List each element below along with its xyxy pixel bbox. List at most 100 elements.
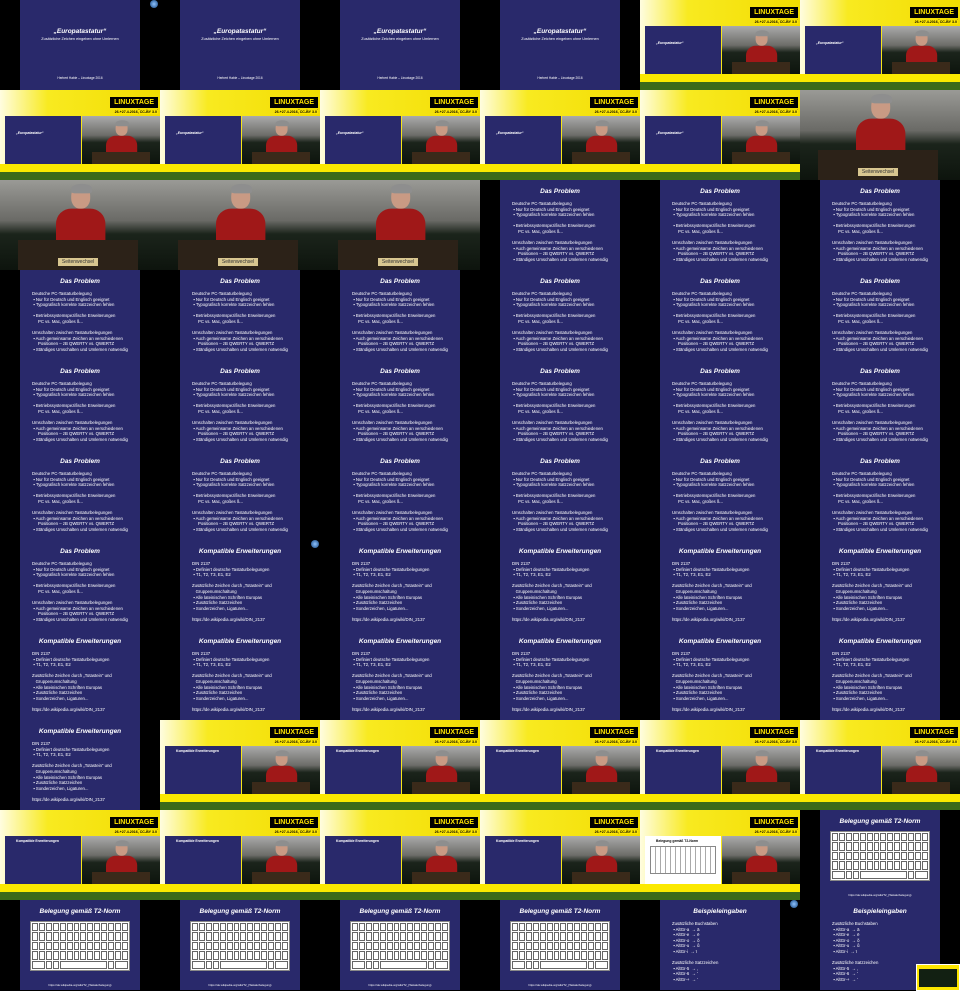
- slide-heading: Das Problem: [700, 188, 740, 195]
- thumbnail-compat[interactable]: Kompatible Erweiterungen DIN 2137 ▪ Defin…: [160, 540, 320, 630]
- thumbnail-stream-compat[interactable]: Kompatible ErweiterungenLINUXTAGEwww.lin…: [480, 810, 640, 900]
- thumbnail-compat[interactable]: Kompatible Erweiterungen DIN 2137 ▪ Defin…: [480, 630, 640, 720]
- thumbnail-compat[interactable]: Kompatible Erweiterungen DIN 2137 ▪ Defin…: [320, 630, 480, 720]
- slide-heading: Das Problem: [60, 458, 100, 465]
- slide-compat: Kompatible Erweiterungen DIN 2137 ▪ Defin…: [500, 540, 620, 630]
- event-logo: LINUXTAGE: [590, 97, 638, 108]
- slide-body: DIN 2137 ▪ Definiert deutsche Tastaturbe…: [832, 651, 912, 712]
- thumbnail-problem[interactable]: Das Problem Deutsche PC-Tastaturbelegung …: [640, 360, 800, 450]
- slide-body: Deutsche PC-Tastaturbelegung ▪ Nur für D…: [32, 381, 128, 442]
- event-logo: LINUXTAGE: [430, 97, 478, 108]
- thumbnail-stream-title[interactable]: „Europatastatur“LINUXTAGEwww.linuxtage.a…: [160, 90, 320, 180]
- thumbnail-problem[interactable]: Das Problem Deutsche PC-Tastaturbelegung …: [640, 450, 800, 540]
- thumbnail-problem[interactable]: Das Problem Deutsche PC-Tastaturbelegung …: [480, 450, 640, 540]
- thumbnail-problem[interactable]: Das Problem Deutsche PC-Tastaturbelegung …: [480, 270, 640, 360]
- thumbnail-stream-compat[interactable]: Kompatible ErweiterungenLINUXTAGEwww.lin…: [800, 720, 960, 810]
- slide-footer: Herbert Hable – Linuxtage 2016: [377, 76, 423, 80]
- thumbnail-title[interactable]: „Europatastatur“ Zusätzliche Zeichen eing…: [320, 0, 480, 90]
- thumbnail-title[interactable]: „Europatastatur“ Zusätzliche Zeichen eing…: [480, 0, 640, 90]
- thumbnail-examples[interactable]: Beispieleingaben Zusätzliche Buchstaben ▪…: [640, 900, 800, 990]
- thumbnail-problem[interactable]: Das Problem Deutsche PC-Tastaturbelegung …: [0, 360, 160, 450]
- thumbnail-compat[interactable]: Kompatible Erweiterungen DIN 2137 ▪ Defin…: [480, 540, 640, 630]
- camera-feed: [242, 116, 320, 164]
- thumbnail-compat[interactable]: Kompatible Erweiterungen DIN 2137 ▪ Defin…: [0, 720, 160, 810]
- thumbnail-stream-compat[interactable]: Kompatible ErweiterungenLINUXTAGEwww.lin…: [320, 720, 480, 810]
- thumbnail-stream-compat[interactable]: Kompatible ErweiterungenLINUXTAGEwww.lin…: [160, 720, 320, 810]
- thumbnail-stream-compat[interactable]: Kompatible ErweiterungenLINUXTAGEwww.lin…: [640, 720, 800, 810]
- thumbnail-stream-title[interactable]: „Europatastatur“LINUXTAGEwww.linuxtage.a…: [640, 0, 800, 90]
- thumbnail-cam[interactable]: Seitenwechsel: [800, 90, 960, 180]
- thumbnail-problem[interactable]: Das Problem Deutsche PC-Tastaturbelegung …: [800, 270, 960, 360]
- thumbnail-stream-title[interactable]: „Europatastatur“LINUXTAGEwww.linuxtage.a…: [800, 0, 960, 90]
- event-date: 26.+27.4.2016, CC-BY 3.0: [433, 740, 478, 744]
- thumbnail-compat[interactable]: Kompatible Erweiterungen DIN 2137 ▪ Defin…: [640, 630, 800, 720]
- thumbnail-t2[interactable]: Belegung gemäß T2-Norm https://de.wikiped…: [480, 900, 640, 990]
- slide-body: Deutsche PC-Tastaturbelegung ▪ Nur für D…: [192, 381, 288, 442]
- thumbnail-problem[interactable]: Das Problem Deutsche PC-Tastaturbelegung …: [640, 180, 800, 270]
- thumbnail-stream-t2[interactable]: Belegung gemäß T2-NormLINUXTAGEwww.linux…: [640, 810, 800, 900]
- thumbnail-problem[interactable]: Das Problem Deutsche PC-Tastaturbelegung …: [320, 360, 480, 450]
- thumbnail-problem[interactable]: Das Problem Deutsche PC-Tastaturbelegung …: [640, 270, 800, 360]
- thumbnail-problem[interactable]: Das Problem Deutsche PC-Tastaturbelegung …: [0, 540, 160, 630]
- slide-preview: Kompatible Erweiterungen: [485, 746, 561, 794]
- slide-problem: Das Problem Deutsche PC-Tastaturbelegung …: [820, 180, 940, 270]
- thumbnail-stream-title[interactable]: „Europatastatur“LINUXTAGEwww.linuxtage.a…: [480, 90, 640, 180]
- thumbnail-problem[interactable]: Das Problem Deutsche PC-Tastaturbelegung …: [160, 270, 320, 360]
- thumbnail-problem[interactable]: Das Problem Deutsche PC-Tastaturbelegung …: [160, 360, 320, 450]
- camera-feed: [722, 746, 800, 794]
- slide-footer: Herbert Hable – Linuxtage 2016: [537, 76, 583, 80]
- thumbnail-problem[interactable]: Das Problem Deutsche PC-Tastaturbelegung …: [0, 450, 160, 540]
- thumbnail-compat[interactable]: Kompatible Erweiterungen DIN 2137 ▪ Defin…: [320, 540, 480, 630]
- thumbnail-problem[interactable]: Das Problem Deutsche PC-Tastaturbelegung …: [320, 270, 480, 360]
- thumbnail-cam[interactable]: Seitenwechsel: [0, 180, 160, 270]
- slide-problem: Das Problem Deutsche PC-Tastaturbelegung …: [660, 450, 780, 540]
- slide-t2: Belegung gemäß T2-Norm https://de.wikiped…: [820, 810, 940, 900]
- thumbnail-stream-title[interactable]: „Europatastatur“LINUXTAGEwww.linuxtage.a…: [320, 90, 480, 180]
- thumbnail-title[interactable]: „Europatastatur“ Zusätzliche Zeichen eing…: [160, 0, 320, 90]
- slide-heading: Belegung gemäß T2-Norm: [359, 908, 441, 915]
- thumbnail-compat[interactable]: Kompatible Erweiterungen DIN 2137 ▪ Defin…: [800, 630, 960, 720]
- thumbnail-stream-compat[interactable]: Kompatible ErweiterungenLINUXTAGEwww.lin…: [480, 720, 640, 810]
- event-date: 26.+27.4.2016, CC-BY 3.0: [273, 110, 318, 114]
- thumbnail-problem[interactable]: Das Problem Deutsche PC-Tastaturbelegung …: [0, 270, 160, 360]
- thumbnail-problem[interactable]: Das Problem Deutsche PC-Tastaturbelegung …: [320, 450, 480, 540]
- slide-title: „Europatastatur“ Zusätzliche Zeichen eing…: [20, 0, 140, 90]
- thumbnail-cam[interactable]: Seitenwechsel: [160, 180, 320, 270]
- slide-heading: Kompatible Erweiterungen: [678, 638, 762, 645]
- slide-body: Zusätzliche Buchstaben ▪ AltGr-a → ä ▪ A…: [672, 921, 719, 982]
- thumbnail-t2[interactable]: Belegung gemäß T2-Norm https://de.wikiped…: [0, 900, 160, 990]
- thumbnail-stream-compat[interactable]: Kompatible ErweiterungenLINUXTAGEwww.lin…: [0, 810, 160, 900]
- thumbnail-problem[interactable]: Das Problem Deutsche PC-Tastaturbelegung …: [800, 360, 960, 450]
- thumbnail-stream-compat[interactable]: Kompatible ErweiterungenLINUXTAGEwww.lin…: [160, 810, 320, 900]
- thumbnail-t2[interactable]: Belegung gemäß T2-Norm https://de.wikiped…: [800, 810, 960, 900]
- podium: [252, 782, 310, 794]
- thumbnail-compat[interactable]: Kompatible Erweiterungen DIN 2137 ▪ Defin…: [800, 540, 960, 630]
- thumbnail-title[interactable]: „Europatastatur“ Zusätzliche Zeichen eing…: [0, 0, 160, 90]
- thumbnail-stream-title[interactable]: „Europatastatur“LINUXTAGEwww.linuxtage.a…: [0, 90, 160, 180]
- thumbnail-problem[interactable]: Das Problem Deutsche PC-Tastaturbelegung …: [160, 450, 320, 540]
- stream-layout: „Europatastatur“LINUXTAGEwww.linuxtage.a…: [320, 90, 480, 180]
- thumbnail-compat[interactable]: Kompatible Erweiterungen DIN 2137 ▪ Defin…: [0, 630, 160, 720]
- slide-subtitle: Zusätzliche Zeichen eingeben ohne Umlern…: [521, 37, 599, 41]
- thumbnail-problem[interactable]: Das Problem Deutsche PC-Tastaturbelegung …: [800, 450, 960, 540]
- thumbnail-compat[interactable]: Kompatible Erweiterungen DIN 2137 ▪ Defin…: [640, 540, 800, 630]
- lower-band: [640, 74, 800, 82]
- thumbnail-stream-title[interactable]: „Europatastatur“LINUXTAGEwww.linuxtage.a…: [640, 90, 800, 180]
- thumbnail-problem[interactable]: Das Problem Deutsche PC-Tastaturbelegung …: [800, 180, 960, 270]
- slide-preview: „Europatastatur“: [485, 116, 561, 164]
- slide-compat: Kompatible Erweiterungen DIN 2137 ▪ Defin…: [180, 630, 300, 720]
- thumbnail-problem[interactable]: Das Problem Deutsche PC-Tastaturbelegung …: [480, 360, 640, 450]
- thumbnail-compat[interactable]: Kompatible Erweiterungen DIN 2137 ▪ Defin…: [160, 630, 320, 720]
- lower-band: [800, 794, 960, 802]
- thumbnail-t2[interactable]: Belegung gemäß T2-Norm https://de.wikiped…: [160, 900, 320, 990]
- slide-compat: Kompatible Erweiterungen DIN 2137 ▪ Defin…: [660, 540, 780, 630]
- thumbnail-stream-compat[interactable]: Kompatible ErweiterungenLINUXTAGEwww.lin…: [320, 810, 480, 900]
- thumbnail-t2[interactable]: Belegung gemäß T2-Norm https://de.wikiped…: [320, 900, 480, 990]
- slide-body: Deutsche PC-Tastaturbelegung ▪ Nur für D…: [832, 201, 928, 262]
- picture-in-picture-preview[interactable]: [916, 964, 960, 991]
- thumbnail-problem[interactable]: Das Problem Deutsche PC-Tastaturbelegung …: [480, 180, 640, 270]
- slide-subtitle: Zusätzliche Zeichen eingeben ohne Umlern…: [41, 37, 119, 41]
- slide-body: DIN 2137 ▪ Definiert deutsche Tastaturbe…: [352, 651, 432, 712]
- thumbnail-cam[interactable]: Seitenwechsel: [320, 180, 480, 270]
